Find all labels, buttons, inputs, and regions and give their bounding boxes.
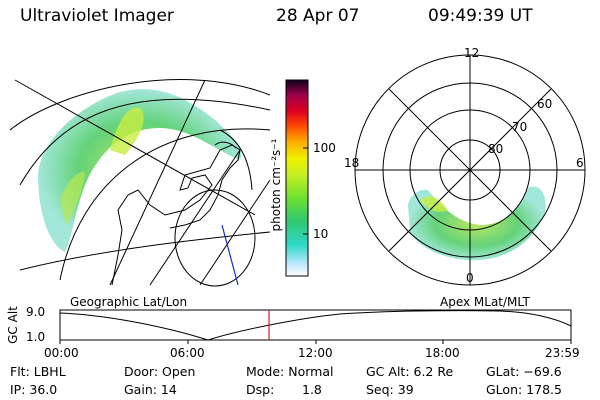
mlt-label-18: 18 [344,156,360,170]
colorbar-tick-100: 100 [313,141,336,155]
door-value: Door: Open [124,364,196,379]
mlt-label-6: 6 [576,156,584,170]
flt-value: Flt: LBHL [10,364,66,379]
seq-value: Seq: 39 [366,382,414,397]
glon-value: GLon: 178.5 [486,382,562,397]
gain-value: Gain: 14 [124,382,177,397]
date-label: 28 Apr 07 [276,6,360,26]
colorbar-tick-10: 10 [313,227,329,241]
lat-label-60: 60 [537,97,553,111]
mode-value: Mode: Normal [246,364,334,379]
gcalt-value: GC Alt: 6.2 Re [366,364,454,379]
aurora-band-right [408,186,546,261]
geographic-map [9,79,271,287]
timeline-ytick-1: 1.0 [26,330,46,344]
mlt-label-12: 12 [464,46,480,60]
altitude-timeline [59,309,572,344]
app-title: Ultraviolet Imager [20,6,174,26]
timeline-ytick-9: 9.0 [26,305,46,319]
geo-panel-label: Geographic Lat/Lon [70,295,188,309]
glat-value: GLat: −69.6 [486,364,562,379]
colorbar [285,79,309,277]
apex-panel-label: Apex MLat/MLT [440,295,530,309]
aurora-band-left [38,89,242,253]
timeline-xtick-2359: 23:59 [545,346,580,360]
time-label: 09:49:39 UT [428,6,533,26]
timeline-ylabel: GC Alt [6,306,20,344]
mlt-label-0: 0 [466,271,474,285]
altitude-curve [59,310,572,341]
polar-plot [354,54,586,286]
ip-value: IP: 36.0 [10,382,58,397]
dsp-label: Dsp: [246,382,275,397]
dsp-value: 1.8 [302,382,322,397]
timeline-xtick-1200: 12:00 [298,346,333,360]
timeline-xtick-0000: 00:00 [44,346,79,360]
lat-label-80: 80 [488,142,504,156]
timeline-xtick-1800: 18:00 [425,346,460,360]
lat-label-70: 70 [512,120,528,134]
timeline-xtick-0600: 06:00 [170,346,205,360]
coastline [111,144,241,286]
colorbar-unit: photon cm⁻²s⁻¹ [269,138,283,232]
